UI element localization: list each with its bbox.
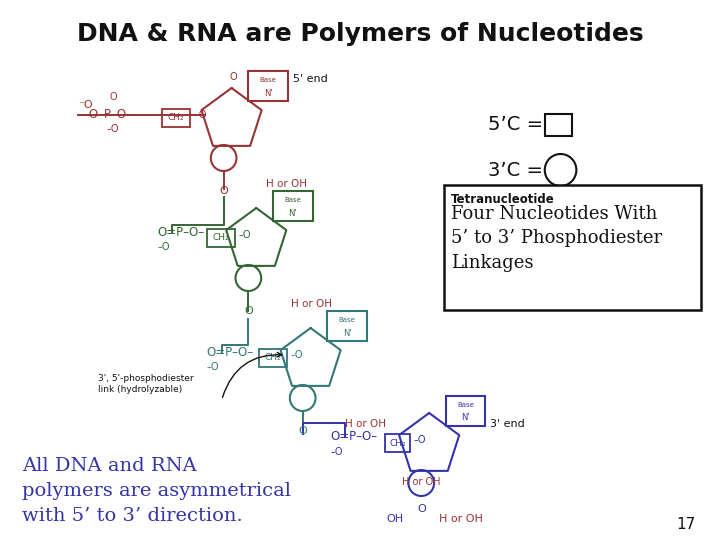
Text: O: O [220, 186, 228, 196]
Bar [444, 185, 701, 310]
Text: DNA & RNA are Polymers of Nucleotides: DNA & RNA are Polymers of Nucleotides [77, 22, 643, 46]
Bar [207, 229, 235, 247]
Text: H or OH: H or OH [439, 514, 483, 524]
Text: 3' end: 3' end [490, 419, 525, 429]
Text: All DNA and RNA
polymers are asymmetrical
with 5’ to 3’ direction.: All DNA and RNA polymers are asymmetrica… [22, 457, 291, 525]
Bar [384, 434, 410, 452]
Text: 17: 17 [677, 517, 696, 532]
Text: CH₂: CH₂ [168, 113, 184, 123]
Text: –O: –O [158, 242, 170, 252]
Text: –O: –O [195, 110, 207, 120]
Text: –O: –O [107, 124, 120, 134]
Text: –O: –O [238, 230, 251, 240]
FancyBboxPatch shape [248, 71, 288, 101]
Text: –O: –O [207, 362, 220, 372]
Text: N': N' [462, 414, 470, 422]
Text: N': N' [264, 89, 272, 98]
Bar [545, 114, 572, 136]
Text: –O: –O [330, 447, 343, 457]
Text: O: O [244, 306, 253, 316]
Text: 5' end: 5' end [293, 74, 328, 84]
Text: CH₂: CH₂ [390, 438, 406, 448]
Text: –O: –O [291, 350, 303, 360]
Text: CH₂: CH₂ [212, 233, 229, 242]
Text: O: O [230, 72, 238, 82]
Text: Base: Base [457, 402, 474, 408]
Bar [163, 109, 190, 127]
FancyBboxPatch shape [446, 396, 485, 426]
Text: O=P–O–: O=P–O– [207, 346, 254, 359]
Text: H or OH: H or OH [266, 179, 307, 189]
Text: N': N' [343, 328, 351, 338]
Text: N': N' [289, 208, 297, 218]
Text: 3’C =: 3’C = [488, 160, 549, 179]
Text: Base: Base [284, 198, 301, 204]
Text: ⁻O: ⁻O [78, 100, 93, 110]
Text: H or OH: H or OH [345, 419, 386, 429]
Text: O: O [298, 426, 307, 436]
FancyBboxPatch shape [273, 191, 312, 221]
Text: H or OH: H or OH [291, 299, 332, 309]
Text: OH: OH [386, 514, 403, 524]
Bar [259, 349, 287, 367]
Text: O: O [109, 92, 117, 102]
Text: CH₂: CH₂ [265, 354, 282, 362]
Text: 5’C =: 5’C = [488, 116, 550, 134]
Text: –O–P–O–: –O–P–O– [84, 109, 132, 122]
Text: Base: Base [338, 318, 356, 323]
Text: H or OH: H or OH [402, 477, 441, 487]
Text: 3', 5'-phosphodiester
link (hydrolyzable): 3', 5'-phosphodiester link (hydrolyzable… [98, 374, 194, 394]
Text: Four Nucleotides With
5’ to 3’ Phosphodiester
Linkages: Four Nucleotides With 5’ to 3’ Phosphodi… [451, 205, 662, 272]
Text: O=P–O–: O=P–O– [330, 430, 377, 443]
Text: –O: –O [413, 435, 426, 445]
Text: Tetranucleotide: Tetranucleotide [451, 193, 554, 206]
Text: Base: Base [260, 77, 276, 83]
Text: O=P–O–: O=P–O– [158, 226, 204, 239]
FancyBboxPatch shape [328, 311, 367, 341]
Text: O: O [417, 504, 426, 514]
